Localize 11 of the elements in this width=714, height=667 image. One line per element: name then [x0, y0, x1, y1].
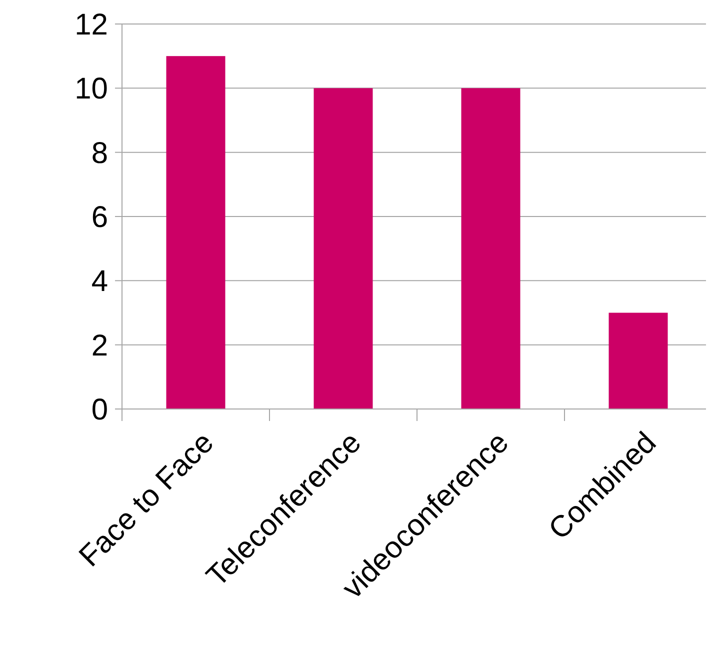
bar: [166, 56, 226, 409]
bar: [608, 312, 668, 409]
y-tick-label: 4: [91, 265, 108, 298]
y-tick-label: 0: [91, 394, 108, 426]
y-tick-label: 10: [74, 72, 108, 106]
y-tick-label: 2: [91, 329, 108, 362]
y-tick-label: 8: [91, 136, 108, 170]
bar: [461, 88, 520, 409]
y-tick-label: 12: [74, 8, 108, 42]
bar: [314, 88, 373, 409]
y-tick-label: 6: [91, 201, 108, 234]
